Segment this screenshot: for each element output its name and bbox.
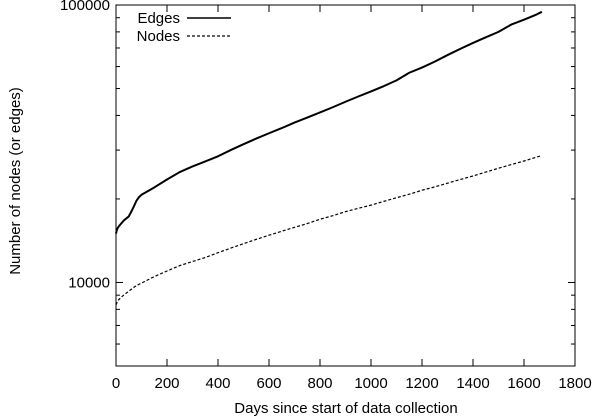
legend-label-nodes: Nodes (137, 28, 180, 45)
x-tick-label: 1400 (456, 375, 489, 392)
y-tick-label: 10000 (68, 274, 110, 291)
y-tick-label: 100000 (60, 0, 110, 14)
ticks-layer: 0 200 400 600 800 1000 1200 1400 1600 1800 10000 10… (60, 0, 592, 392)
plot-frame-layer (115, 4, 576, 367)
x-tick-label: 1600 (507, 375, 540, 392)
series-layer (115, 10, 543, 306)
x-tick-label: 0 (112, 375, 120, 392)
x-tick-label: 1200 (405, 375, 438, 392)
x-tick-label: 1000 (354, 375, 387, 392)
x-tick-label: 600 (256, 375, 281, 392)
x-tick-label: 200 (154, 375, 179, 392)
legend-label-edges: Edges (137, 10, 180, 27)
x-tick-label: 1800 (558, 375, 591, 392)
y-axis-title: Number of nodes (or edges) (7, 87, 24, 275)
plot-border (115, 4, 576, 367)
series-line-edges (115, 10, 543, 234)
x-tick-label: 800 (307, 375, 332, 392)
x-tick-label: 400 (205, 375, 230, 392)
series-line-nodes (115, 154, 543, 306)
x-axis-title: Days since start of data collection (234, 400, 457, 417)
